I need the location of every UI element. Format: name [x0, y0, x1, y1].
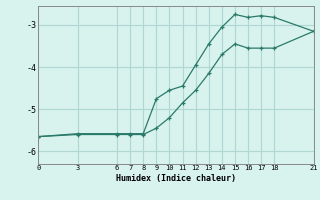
X-axis label: Humidex (Indice chaleur): Humidex (Indice chaleur): [116, 174, 236, 183]
